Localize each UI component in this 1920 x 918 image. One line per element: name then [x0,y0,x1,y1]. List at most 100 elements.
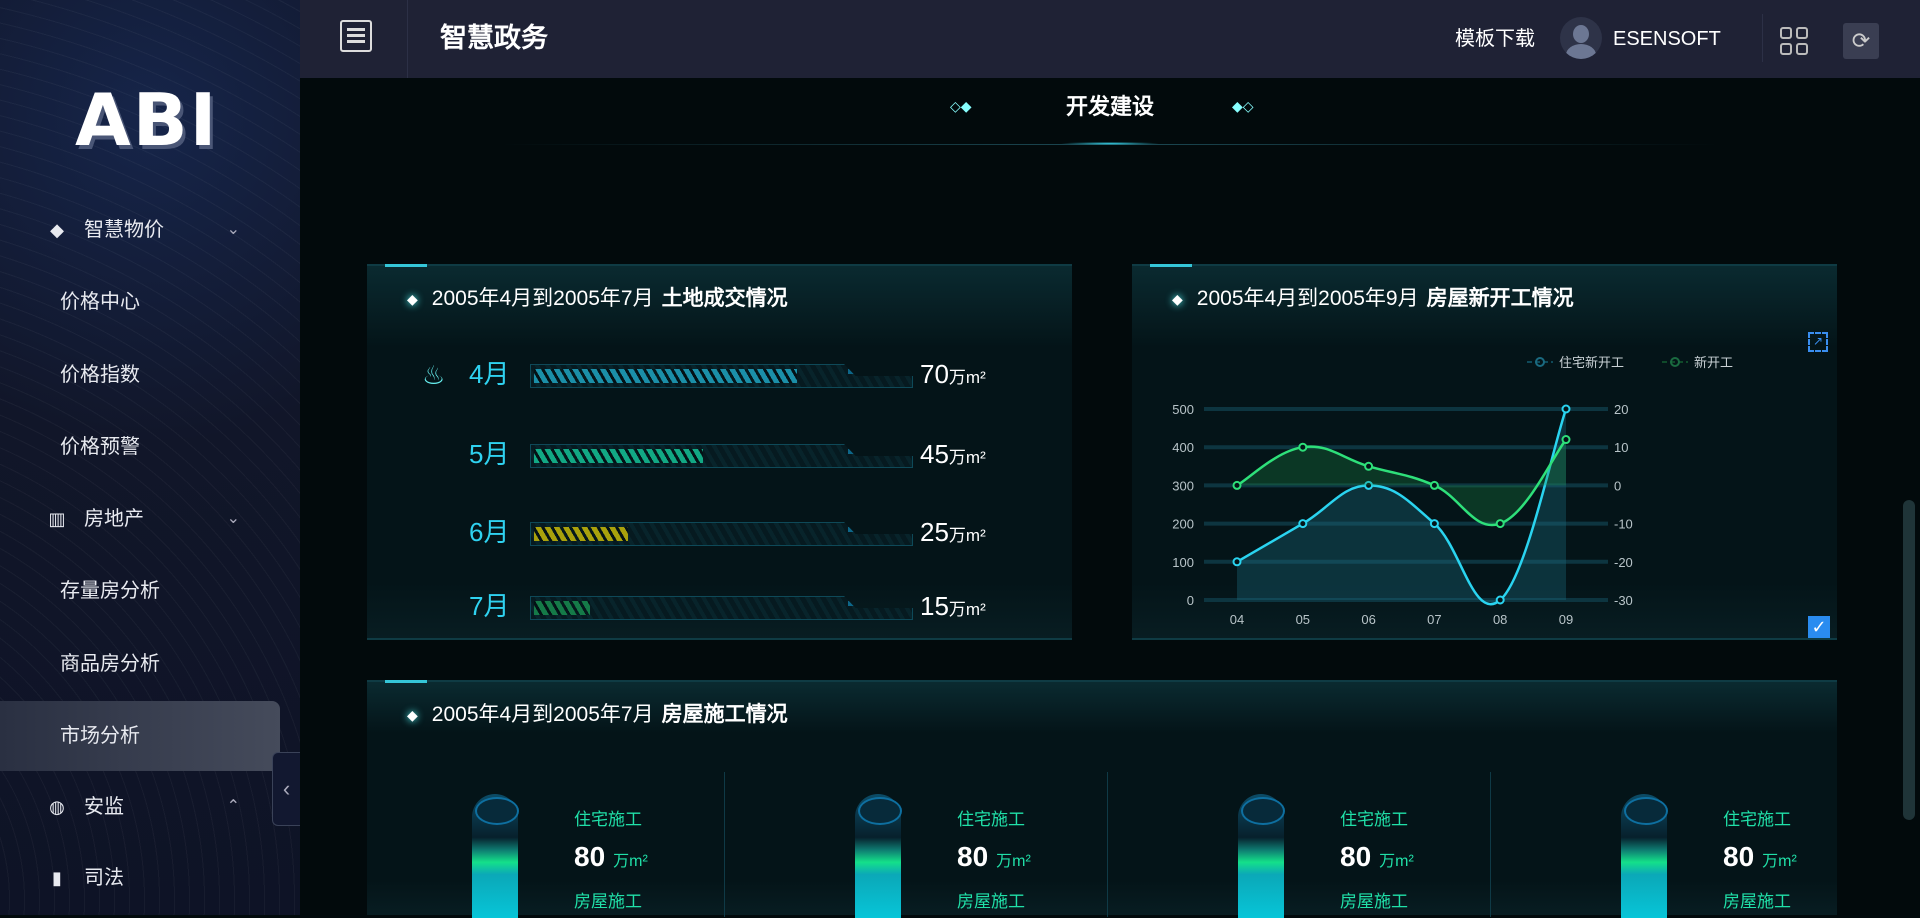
value-label: 15 万m² [920,590,986,622]
sidebar-item-6[interactable]: 商品房分析 [0,629,268,699]
y-right-tick: 0 [1614,478,1621,493]
housing-start-panel: ◆ 2005年4月到2005年9月 房屋新开工情况 0 100 200 300 400 500… [1132,264,1837,640]
data-point [1298,442,1308,452]
sidebar: ABI ◆ 智慧物价 ⌄ 价格中心 价格指数 价格预警 ▥ 房地产 ⌄ 存量房分析 商品房分析 市场分… [0,0,300,915]
page-title: 智慧政务 [440,23,548,53]
diamond-icon: ◆ [407,707,418,723]
divider [724,772,725,917]
sidebar-item-0[interactable]: ◆ 智慧物价 ⌄ [0,195,268,265]
section-header: ◇◆ 开发建设 ◆◇ [300,78,1920,148]
template-download-link[interactable]: 模板下载 [1455,28,1535,50]
header: 智慧政务 模板下载 ESENSOFT ⟳ [300,0,1920,78]
panel-title-subject: 房屋新开工情况 [1426,287,1574,310]
diamond-deco-icon: ◇◆ [950,98,972,114]
cylinder-gauge [472,794,519,918]
abi-logo: ABI [75,78,219,162]
series-area [1237,409,1566,605]
sidebar-item-label: 安监 [84,796,124,818]
chevron-down-icon: ⌄ [226,510,240,527]
globe-icon: ◍ [49,797,65,817]
collapse-sidebar-button[interactable]: ‹ [272,752,300,826]
refresh-icon[interactable]: ⟳ [1843,23,1879,59]
menu-list-icon[interactable] [340,20,372,52]
grid-apps-icon[interactable] [1780,27,1808,55]
land-bar-row: 5月 45 万m² [367,436,1072,476]
legend-marker [1535,357,1545,367]
sidebar-item-5[interactable]: 存量房分析 [0,556,268,626]
diamond-icon: ◆ [407,291,418,307]
month-label: 7月 [469,591,510,621]
data-point [1561,404,1571,414]
fullscreen-icon[interactable]: ↗ [1808,332,1828,352]
month-label: 6月 [469,517,510,547]
value-number: 25 [920,517,949,547]
section-title: 开发建设 [1065,94,1154,119]
username[interactable]: ESENSOFT [1613,28,1721,50]
diamond-icon: ◆ [50,220,64,240]
panel-title-range: 2005年4月到2005年9月 [1196,287,1419,310]
panel-title-subject: 房屋施工情况 [661,703,788,726]
value-unit: 万m² [948,600,986,619]
data-point [1561,435,1571,445]
chevron-down-icon: ⌄ [226,221,240,238]
data-point [1429,480,1439,490]
item-value-number: 80 [1340,841,1372,872]
sidebar-item-2[interactable]: 价格指数 [0,340,268,410]
avatar[interactable] [1560,17,1602,59]
sidebar-item-8[interactable]: ◍ 安监 ⌃ [0,772,268,842]
month-label: 4月 [469,359,510,389]
y-right-tick: -10 [1614,517,1633,532]
item-label: 住宅施工 [1340,810,1408,829]
panel-title: ◆ 2005年4月到2005年9月 房屋新开工情况 [1172,286,1574,312]
item-label: 住宅施工 [1723,810,1791,829]
item-value-number: 80 [574,841,606,872]
data-point [1429,519,1439,529]
construction-item: 住宅施工 80 万m² 房屋施工 [855,682,1115,918]
sidebar-item-label: 存量房分析 [60,580,160,602]
progress-fill [534,527,628,541]
sidebar-item-1[interactable]: 价格中心 [0,267,268,337]
series-area [1237,439,1566,526]
data-point [1364,461,1374,471]
value-unit: 万m² [948,368,986,387]
y-left-tick: 0 [1187,593,1194,608]
sidebar-item-label: 价格指数 [60,364,140,386]
cylinder-gauge [1621,794,1668,918]
land-bar-row: ♨ 4月 70 万m² [367,356,1072,396]
item-value: 80 万m² [1723,840,1797,874]
item-label: 房屋施工 [574,892,642,911]
land-bar-row: 6月 25 万m² [367,514,1072,554]
value-unit: 万m² [948,448,986,467]
item-label: 住宅施工 [957,810,1025,829]
flame-icon: ♨ [422,360,446,390]
x-tick: 05 [1296,612,1310,627]
item-value-unit: 万m² [996,853,1031,870]
item-value-number: 80 [1723,841,1755,872]
panel-title-range: 2005年4月到2005年7月 [431,287,654,310]
data-point [1495,519,1505,529]
sidebar-item-3[interactable]: 价格预警 [0,412,268,482]
sidebar-item-label: 价格中心 [60,291,140,313]
legend-label: 新开工 [1694,355,1733,370]
scrollbar[interactable] [1903,500,1915,820]
item-value: 80 万m² [957,840,1031,874]
x-tick: 07 [1427,612,1441,627]
value-number: 15 [920,591,949,621]
sidebar-item-label: 房地产 [84,508,144,530]
diamond-deco-icon: ◆◇ [1232,98,1254,114]
sidebar-item-4[interactable]: ▥ 房地产 ⌄ [0,484,268,554]
y-right-tick: -30 [1614,593,1633,608]
y-right-tick: 10 [1614,440,1628,455]
progress-fill [534,369,797,383]
checkbox-icon[interactable]: ✓ [1808,616,1830,638]
legend-marker [1670,357,1680,367]
sidebar-item-label: 智慧物价 [84,219,164,241]
bar-chart-icon: ▮ [52,868,62,888]
value-label: 45 万m² [920,438,986,470]
sidebar-item-9[interactable]: ▮ 司法 [0,843,268,913]
cylinder-gauge [855,794,902,918]
y-left-tick: 400 [1172,440,1194,455]
value-number: 70 [920,359,949,389]
sidebar-item-7[interactable]: 市场分析 [0,701,280,771]
y-right-tick: -20 [1614,555,1633,570]
